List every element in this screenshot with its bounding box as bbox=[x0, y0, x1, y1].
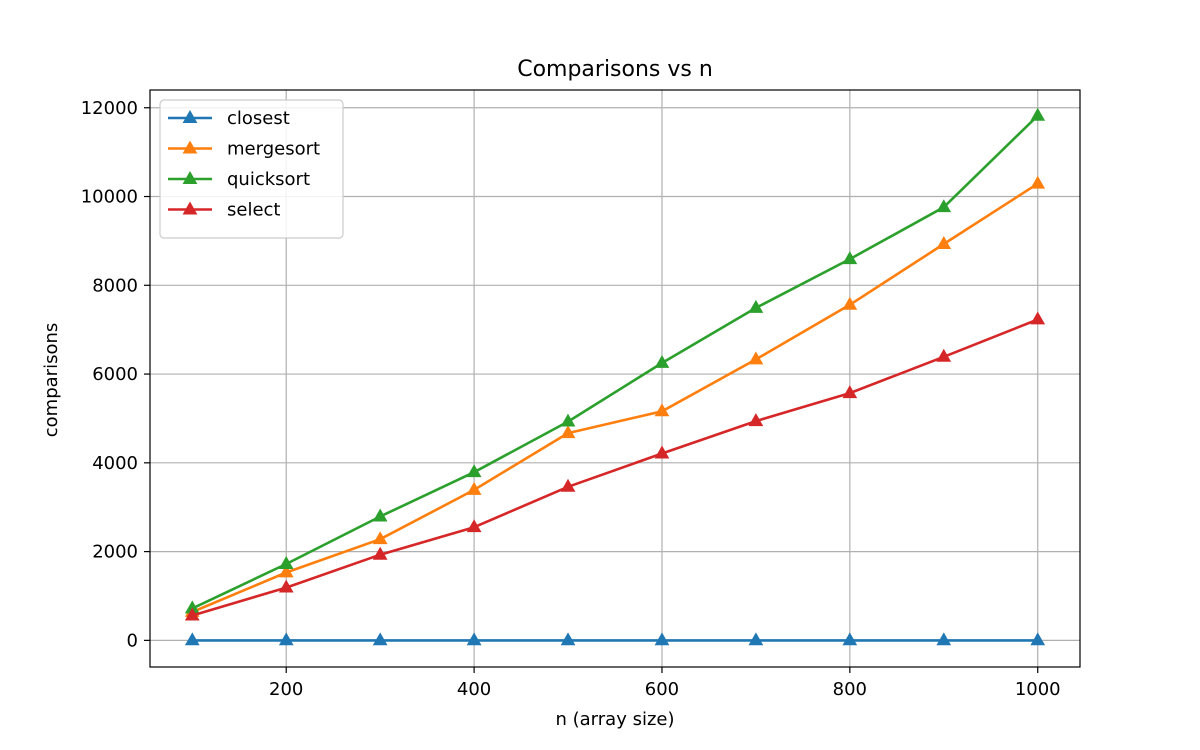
x-axis-title: n (array size) bbox=[556, 709, 675, 730]
legend-marker bbox=[182, 110, 198, 123]
y-tick-label: 10000 bbox=[81, 187, 138, 208]
y-axis-ticks: 0 2000 4000 6000 8000 10000 12000 bbox=[81, 98, 150, 651]
legend-label: closest bbox=[227, 108, 290, 129]
data-point bbox=[842, 385, 858, 399]
y-tick-label: 12000 bbox=[81, 98, 138, 119]
data-point bbox=[1030, 311, 1046, 325]
x-tick-label: 1000 bbox=[1015, 679, 1061, 700]
legend-label: select bbox=[227, 200, 280, 221]
chart-title: Comparisons vs n bbox=[517, 57, 713, 82]
data-point bbox=[278, 564, 294, 578]
plot-frame bbox=[149, 89, 1081, 668]
data-point bbox=[184, 632, 200, 646]
y-tick-label: 4000 bbox=[92, 453, 138, 474]
data-point bbox=[466, 464, 482, 478]
legend-item-select: select bbox=[168, 200, 280, 221]
data-point bbox=[278, 632, 294, 646]
data-point bbox=[560, 413, 576, 427]
data-point bbox=[466, 519, 482, 533]
y-tick-label: 2000 bbox=[92, 542, 138, 563]
data-point bbox=[372, 531, 388, 545]
series-line-quicksort bbox=[191, 114, 1039, 610]
legend-item-closest: closest bbox=[168, 108, 290, 129]
data-point bbox=[372, 508, 388, 522]
data-point bbox=[654, 632, 670, 646]
x-tick-label: 400 bbox=[457, 679, 491, 700]
x-axis-ticks: 200 400 600 800 1000 bbox=[269, 667, 1061, 700]
y-tick-label: 8000 bbox=[92, 275, 138, 296]
data-point bbox=[936, 236, 952, 249]
y-axis-title: comparisons bbox=[41, 323, 62, 437]
x-tick-label: 200 bbox=[269, 679, 303, 700]
data-point bbox=[560, 425, 576, 439]
data-point bbox=[936, 348, 952, 362]
legend-label: quicksort bbox=[227, 169, 310, 190]
series-closest bbox=[184, 632, 1046, 646]
series-quicksort bbox=[184, 107, 1046, 614]
data-point bbox=[654, 445, 670, 459]
data-point bbox=[842, 251, 858, 265]
data-point bbox=[466, 481, 482, 495]
data-point bbox=[466, 632, 482, 646]
series-select bbox=[184, 311, 1046, 621]
data-point bbox=[748, 413, 764, 427]
x-tick-label: 800 bbox=[833, 679, 867, 700]
x-tick-label: 600 bbox=[645, 679, 679, 700]
legend-marker bbox=[182, 171, 198, 184]
series-line-select bbox=[191, 318, 1039, 617]
y-tick-label: 6000 bbox=[92, 364, 138, 385]
legend-marker bbox=[182, 140, 198, 154]
data-point bbox=[842, 632, 858, 646]
y-tick-label: 0 bbox=[127, 630, 138, 651]
data-point bbox=[372, 546, 388, 560]
data-point bbox=[654, 355, 670, 368]
data-point bbox=[560, 478, 576, 492]
legend-item-quicksort: quicksort bbox=[168, 169, 310, 190]
legend: closest mergesort quicksort select bbox=[159, 99, 344, 239]
data-point bbox=[278, 579, 294, 593]
data-point bbox=[842, 296, 858, 310]
data-point bbox=[1030, 107, 1046, 121]
data-point bbox=[278, 556, 294, 569]
legend-box bbox=[159, 99, 344, 239]
series-mergesort bbox=[184, 175, 1046, 617]
data-point bbox=[936, 199, 952, 213]
data-point bbox=[654, 403, 670, 417]
legend-marker bbox=[182, 201, 198, 215]
data-point bbox=[748, 299, 764, 313]
series-line-mergesort bbox=[191, 182, 1039, 614]
legend-item-mergesort: mergesort bbox=[168, 139, 320, 160]
data-point bbox=[1030, 632, 1046, 646]
data-point bbox=[748, 632, 764, 646]
data-point bbox=[1030, 175, 1046, 189]
gridlines bbox=[150, 90, 1080, 667]
data-point bbox=[184, 600, 200, 614]
data-point bbox=[560, 632, 576, 646]
data-point bbox=[748, 351, 764, 365]
data-point bbox=[184, 607, 200, 621]
legend-label: mergesort bbox=[227, 139, 320, 160]
series-layer bbox=[184, 107, 1046, 646]
data-point bbox=[936, 632, 952, 646]
data-point bbox=[372, 632, 388, 646]
